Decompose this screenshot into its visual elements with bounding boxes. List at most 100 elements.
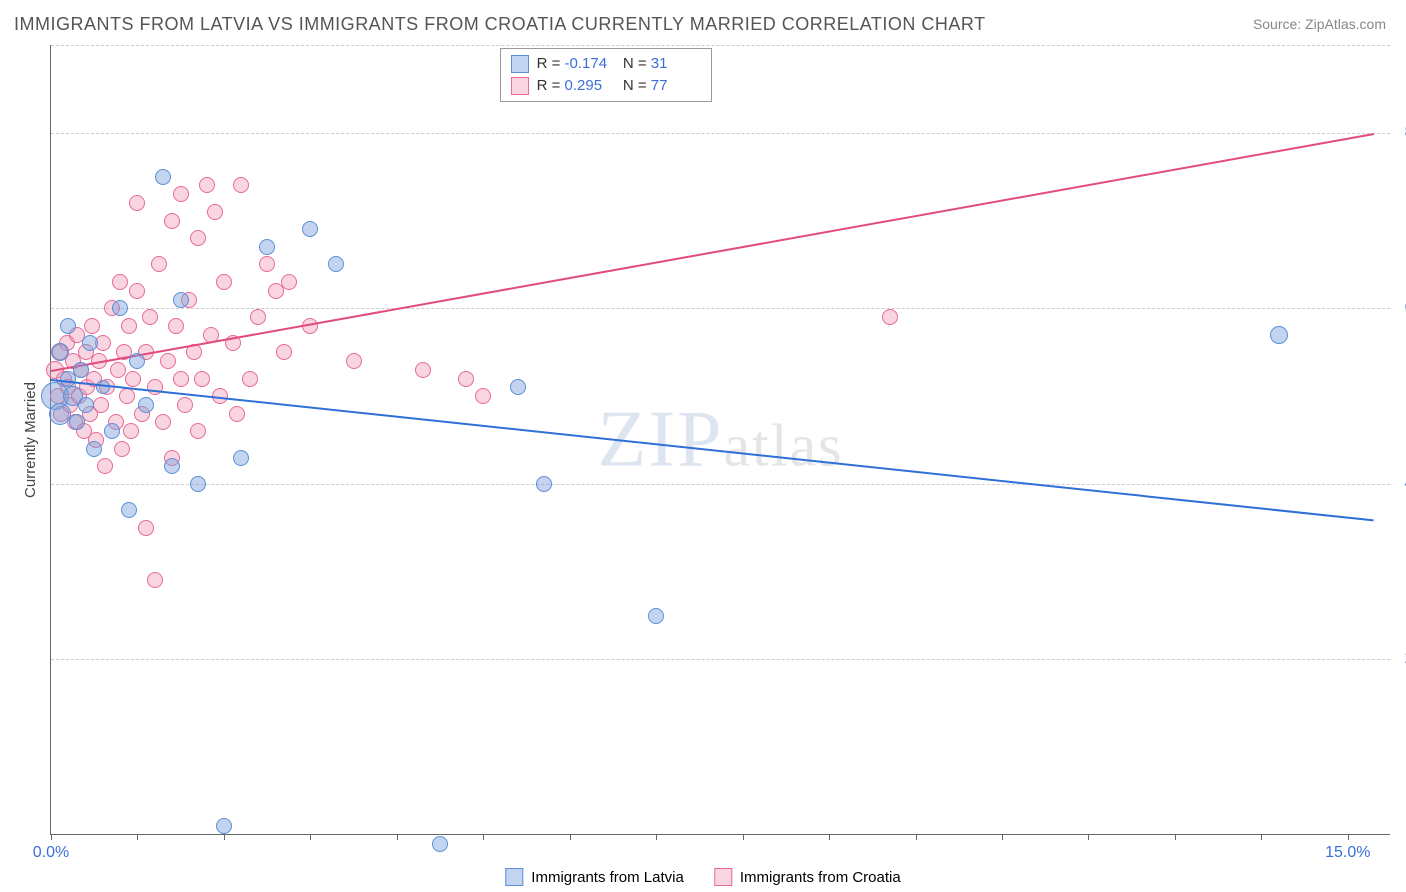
point-croatia	[173, 186, 189, 202]
point-latvia	[78, 397, 94, 413]
point-croatia	[194, 371, 210, 387]
point-latvia	[648, 608, 664, 624]
x-tick	[310, 834, 311, 840]
x-tick	[829, 834, 830, 840]
x-tick	[1175, 834, 1176, 840]
point-latvia	[138, 397, 154, 413]
legend-item-latvia: Immigrants from Latvia	[505, 868, 684, 886]
point-latvia	[510, 379, 526, 395]
y-axis-label: Currently Married	[22, 382, 39, 498]
chart-title: IMMIGRANTS FROM LATVIA VS IMMIGRANTS FRO…	[14, 14, 986, 35]
point-croatia	[129, 283, 145, 299]
point-latvia	[328, 256, 344, 272]
x-tick	[397, 834, 398, 840]
x-tick-label: 15.0%	[1325, 844, 1370, 862]
point-latvia	[82, 335, 98, 351]
point-croatia	[242, 371, 258, 387]
point-croatia	[415, 362, 431, 378]
point-latvia	[216, 818, 232, 834]
plot-area: ZIPatlas 20.0%40.0%60.0%80.0%0.0%15.0%R …	[50, 45, 1390, 835]
source-label: Source: ZipAtlas.com	[1253, 16, 1386, 32]
watermark: ZIPatlas	[598, 394, 844, 485]
x-tick	[1348, 834, 1349, 840]
point-croatia	[882, 309, 898, 325]
point-latvia	[432, 836, 448, 852]
point-croatia	[121, 318, 137, 334]
point-croatia	[276, 344, 292, 360]
point-croatia	[155, 414, 171, 430]
point-croatia	[164, 213, 180, 229]
point-croatia	[190, 423, 206, 439]
legend-label: Immigrants from Latvia	[531, 869, 684, 886]
point-croatia	[110, 362, 126, 378]
x-tick	[51, 834, 52, 840]
x-tick	[656, 834, 657, 840]
point-latvia	[164, 458, 180, 474]
point-croatia	[138, 520, 154, 536]
point-croatia	[147, 572, 163, 588]
point-latvia	[536, 476, 552, 492]
point-croatia	[458, 371, 474, 387]
stats-text: R = -0.174 N = 31	[537, 53, 701, 75]
point-croatia	[93, 397, 109, 413]
legend-label: Immigrants from Croatia	[740, 869, 901, 886]
x-tick	[570, 834, 571, 840]
point-croatia	[199, 177, 215, 193]
x-tick	[137, 834, 138, 840]
x-tick	[743, 834, 744, 840]
point-croatia	[216, 274, 232, 290]
point-croatia	[190, 230, 206, 246]
point-croatia	[250, 309, 266, 325]
point-latvia	[121, 502, 137, 518]
point-croatia	[114, 441, 130, 457]
point-latvia	[155, 169, 171, 185]
stats-text: R = 0.295 N = 77	[537, 75, 701, 97]
point-croatia	[112, 274, 128, 290]
stats-row: R = 0.295 N = 77	[511, 75, 701, 97]
point-latvia	[69, 414, 85, 430]
point-latvia	[73, 362, 89, 378]
point-croatia	[125, 371, 141, 387]
x-tick	[483, 834, 484, 840]
x-tick	[224, 834, 225, 840]
point-latvia	[104, 423, 120, 439]
gridline	[51, 308, 1390, 309]
stats-row: R = -0.174 N = 31	[511, 53, 701, 75]
point-latvia	[1270, 326, 1288, 344]
x-tick	[1088, 834, 1089, 840]
point-croatia	[84, 318, 100, 334]
point-latvia	[60, 318, 76, 334]
point-latvia	[51, 343, 69, 361]
gridline	[51, 484, 1390, 485]
legend-item-croatia: Immigrants from Croatia	[714, 868, 901, 886]
point-croatia	[207, 204, 223, 220]
swatch-icon	[511, 77, 529, 95]
point-latvia	[190, 476, 206, 492]
point-croatia	[475, 388, 491, 404]
swatch-icon	[714, 868, 732, 886]
point-croatia	[259, 256, 275, 272]
point-latvia	[129, 353, 145, 369]
point-croatia	[177, 397, 193, 413]
swatch-icon	[511, 55, 529, 73]
point-croatia	[142, 309, 158, 325]
point-latvia	[49, 403, 71, 425]
x-tick	[1261, 834, 1262, 840]
point-croatia	[233, 177, 249, 193]
point-latvia	[233, 450, 249, 466]
point-croatia	[168, 318, 184, 334]
point-croatia	[281, 274, 297, 290]
gridline	[51, 659, 1390, 660]
point-latvia	[302, 221, 318, 237]
x-tick	[916, 834, 917, 840]
stats-legend: R = -0.174 N = 31R = 0.295 N = 77	[500, 48, 712, 102]
point-croatia	[119, 388, 135, 404]
point-croatia	[151, 256, 167, 272]
point-latvia	[86, 441, 102, 457]
x-tick	[1002, 834, 1003, 840]
point-latvia	[112, 300, 128, 316]
point-latvia	[259, 239, 275, 255]
trendline-latvia	[51, 379, 1374, 521]
point-croatia	[173, 371, 189, 387]
bottom-legend: Immigrants from Latvia Immigrants from C…	[505, 868, 900, 886]
